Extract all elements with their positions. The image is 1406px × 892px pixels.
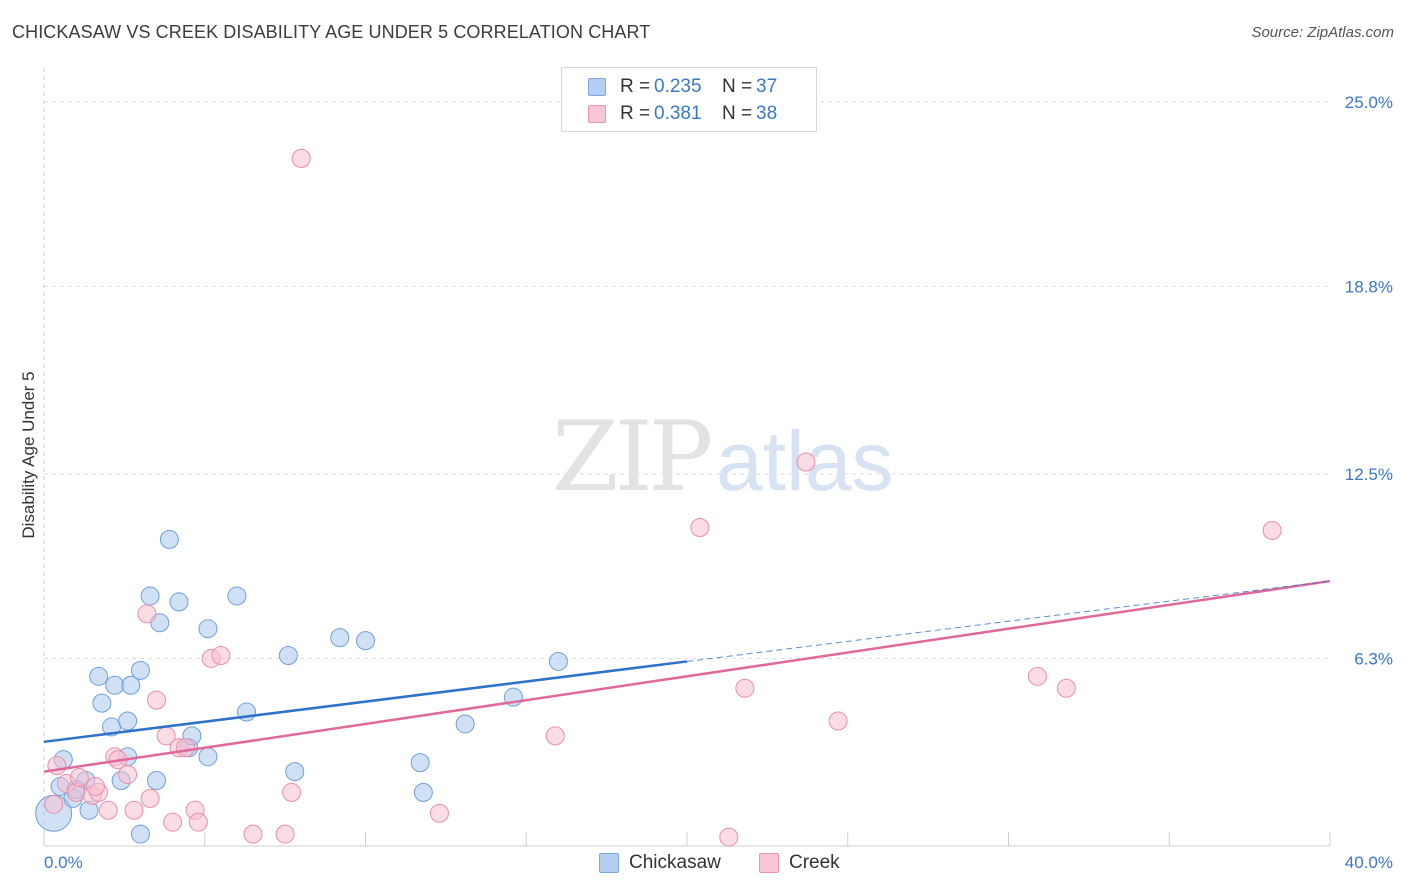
- creek-point: [275, 824, 295, 844]
- chickasaw-legend-swatch: [599, 853, 619, 873]
- correlation-legend: R = 0.235 N = 37 R = 0.381 N = 38: [561, 67, 817, 132]
- creek-trend-line: [43, 579, 1331, 773]
- chickasaw-point: [140, 586, 160, 606]
- chickasaw-point: [227, 586, 247, 606]
- chickasaw-point: [548, 651, 568, 671]
- x-tick-label-min: 0.0%: [44, 853, 83, 872]
- chickasaw-point: [278, 645, 298, 665]
- n-value: 37: [756, 76, 778, 97]
- creek-point: [44, 794, 64, 814]
- creek-point: [1262, 520, 1282, 540]
- r-label: R =: [620, 76, 651, 97]
- n-value: 38: [756, 103, 778, 124]
- chickasaw-point: [121, 675, 141, 695]
- chickasaw-point: [105, 675, 125, 695]
- creek-point: [719, 827, 739, 847]
- legend-row-creek: R = 0.381 N = 38: [588, 102, 777, 126]
- chickasaw-point: [92, 693, 112, 713]
- creek-swatch: [588, 105, 606, 123]
- points-layer: [35, 148, 1282, 847]
- source-label: Source: ZipAtlas.com: [1251, 24, 1394, 41]
- creek-point: [47, 756, 67, 776]
- creek-point: [545, 726, 565, 746]
- creek-point: [147, 690, 167, 710]
- chickasaw-point: [198, 747, 218, 767]
- x-tick-label-max: 40.0%: [1345, 853, 1393, 872]
- creek-point: [85, 776, 105, 796]
- creek-point: [140, 788, 160, 808]
- creek-point: [118, 765, 138, 785]
- creek-point: [291, 148, 311, 168]
- r-value: 0.381: [654, 103, 702, 124]
- chickasaw-point: [169, 592, 189, 612]
- creek-point: [211, 645, 231, 665]
- chickasaw-point: [130, 660, 150, 680]
- chickasaw-swatch: [588, 78, 606, 96]
- chickasaw-point: [130, 824, 150, 844]
- chickasaw-point: [159, 529, 179, 549]
- y-tick-label: 18.8%: [1345, 277, 1393, 296]
- creek-legend-swatch: [759, 853, 779, 873]
- chart-title: CHICKASAW VS CREEK DISABILITY AGE UNDER …: [12, 22, 651, 42]
- y-tick-label: 6.3%: [1354, 649, 1393, 668]
- creek-point: [796, 452, 816, 472]
- chickasaw-point: [198, 619, 218, 639]
- trend-layer: [43, 579, 1331, 773]
- creek-point: [735, 678, 755, 698]
- creek-point: [1056, 678, 1076, 698]
- axis-layer: [43, 68, 1331, 847]
- creek-legend-label: Creek: [789, 852, 840, 873]
- chickasaw-point: [410, 753, 430, 773]
- creek-point: [282, 782, 302, 802]
- creek-point: [163, 812, 183, 832]
- creek-point: [828, 711, 848, 731]
- chickasaw-trend-extension: [686, 580, 1331, 662]
- y-tick-label: 12.5%: [1345, 465, 1393, 484]
- r-label: R =: [620, 103, 651, 124]
- creek-point: [69, 768, 89, 788]
- legend-item-chickasaw: Chickasaw: [599, 852, 721, 874]
- chickasaw-point: [89, 666, 109, 686]
- y-tick-label: 25.0%: [1345, 93, 1393, 112]
- creek-point: [690, 517, 710, 537]
- chickasaw-trend-line: [43, 660, 688, 744]
- creek-point: [124, 800, 144, 820]
- creek-point: [188, 812, 208, 832]
- creek-point: [98, 800, 118, 820]
- creek-point: [137, 604, 157, 624]
- n-label: N =: [722, 103, 753, 124]
- legend-item-creek: Creek: [759, 852, 840, 874]
- creek-point: [243, 824, 263, 844]
- tick-labels: 6.3% 12.5% 18.8% 25.0% 0.0% 40.0%: [44, 93, 1393, 872]
- grid-layer: [44, 101, 1330, 659]
- creek-point: [175, 738, 195, 758]
- chickasaw-point: [285, 762, 305, 782]
- chickasaw-point: [330, 628, 350, 648]
- chickasaw-point: [118, 711, 138, 731]
- chickasaw-point: [147, 771, 167, 791]
- creek-point: [1027, 666, 1047, 686]
- watermark-zip: ZIP: [552, 401, 711, 513]
- chickasaw-point: [356, 631, 375, 651]
- legend-row-chickasaw: R = 0.235 N = 37: [588, 75, 777, 99]
- n-label: N =: [722, 76, 753, 97]
- r-value: 0.235: [654, 76, 702, 97]
- chickasaw-point: [455, 714, 475, 734]
- chickasaw-legend-label: Chickasaw: [629, 852, 721, 873]
- chickasaw-point: [413, 782, 433, 802]
- y-axis-title: Disability Age Under 5: [19, 371, 38, 538]
- creek-point: [429, 803, 449, 823]
